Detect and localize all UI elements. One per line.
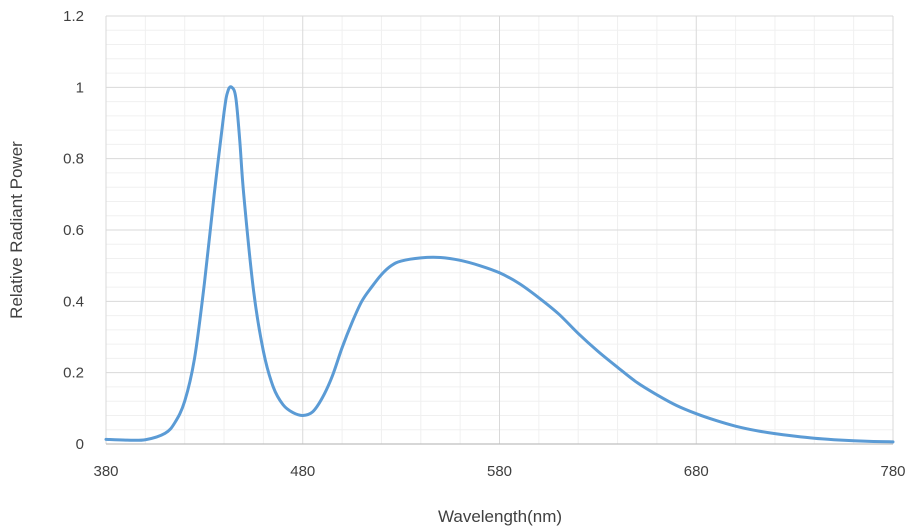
y-tick-labels: 0 0.2 0.4 0.6 0.8 1 1.2 [63,8,84,453]
x-tick-label: 580 [487,463,512,480]
y-tick-label: 0.6 [63,222,84,239]
x-tick-label: 780 [880,463,905,480]
x-tick-label: 480 [290,463,315,480]
y-tick-label: 0.8 [63,151,84,168]
y-tick-label: 0 [76,436,84,453]
x-axis-title: Wavelength(nm) [438,507,562,526]
y-tick-label: 0.2 [63,365,84,382]
x-tick-labels: 380 480 580 680 780 [93,463,905,480]
y-tick-label: 1.2 [63,8,84,25]
y-axis-title: Relative Radiant Power [7,141,26,319]
y-tick-label: 0.4 [63,293,84,310]
series-layer [104,85,895,444]
x-tick-label: 380 [93,463,118,480]
x-tick-label: 680 [684,463,709,480]
major-gridlines [105,15,894,444]
y-tick-label: 1 [76,79,84,96]
series-line [104,85,895,444]
